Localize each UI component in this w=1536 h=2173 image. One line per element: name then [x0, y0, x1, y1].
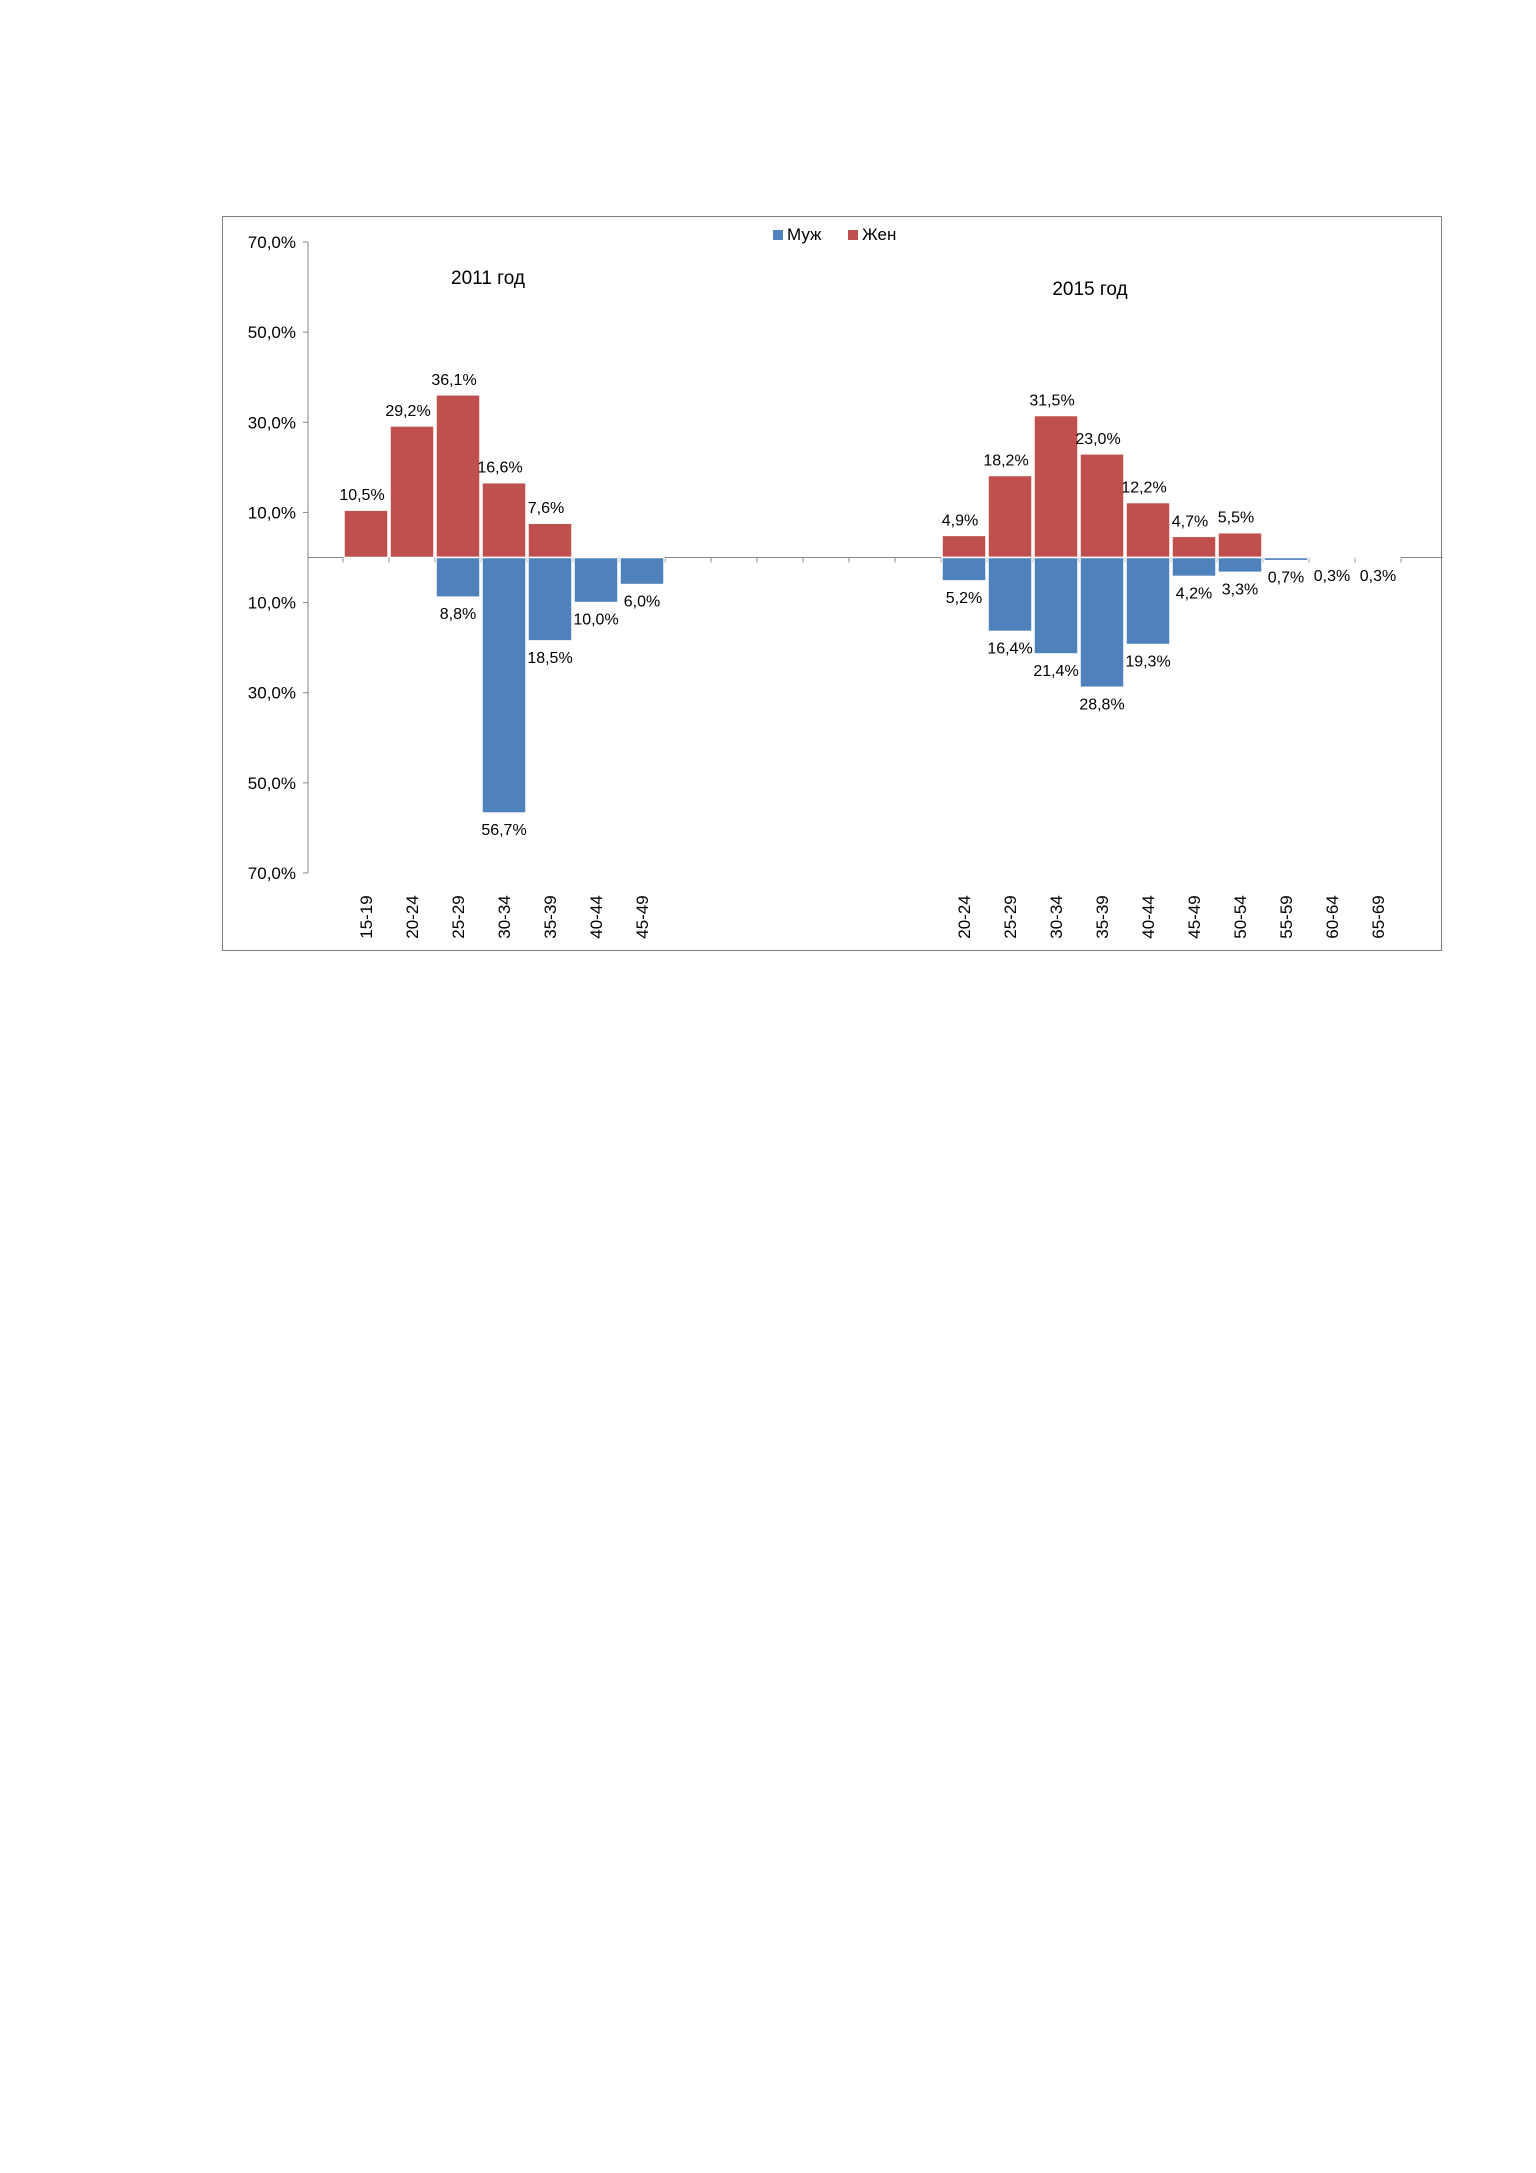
data-label-male: 8,8% [440, 606, 476, 623]
x-category-label: 15-19 [357, 895, 376, 938]
data-label-male: 3,3% [1222, 581, 1258, 598]
bar-male [619, 556, 665, 586]
x-category-label: 45-49 [1185, 895, 1204, 938]
legend-swatch-1 [773, 230, 783, 240]
x-category-label: 30-34 [495, 895, 514, 938]
data-label-female: 16,6% [477, 460, 522, 477]
bar-male [987, 556, 1033, 633]
data-label-male: 10,0% [573, 612, 618, 629]
data-label-male: 6,0% [624, 594, 660, 611]
y-tick-label: 70,0% [248, 864, 296, 883]
x-category-label: 25-29 [449, 895, 468, 938]
bar-male [573, 556, 619, 604]
x-category-label: 40-44 [1139, 895, 1158, 938]
y-tick-label: 50,0% [248, 323, 296, 342]
data-label-male: 19,3% [1125, 653, 1170, 670]
bar-female [527, 522, 573, 559]
legend-label: Жен [862, 225, 896, 244]
bar-male [435, 556, 481, 598]
y-tick-label: 70,0% [248, 233, 296, 252]
y-tick-label: 30,0% [248, 413, 296, 432]
bar-male [1125, 556, 1171, 646]
x-category-label: 60-64 [1323, 895, 1342, 938]
chart-frame: 70,0% 50,0% 30,0% 10,0% 10,0% 30,0% 50,0% 70,0%… [222, 216, 1443, 951]
data-label-female: 4,9% [942, 512, 978, 529]
bar-female [343, 509, 389, 559]
bar-male [1309, 556, 1355, 560]
bar-female [1125, 501, 1171, 559]
bar-male [527, 556, 573, 642]
y-tick-label: 30,0% [248, 684, 296, 703]
bar-female [1079, 453, 1125, 559]
data-label-female: 10,5% [339, 487, 384, 504]
data-label-male: 0,3% [1360, 568, 1396, 585]
legend-label: Муж [787, 225, 822, 244]
data-label-male: 21,4% [1033, 663, 1078, 680]
data-label-male: 16,4% [987, 640, 1032, 657]
bar-male [481, 556, 527, 814]
x-category-label: 55-59 [1277, 895, 1296, 938]
x-category-label: 30-34 [1047, 895, 1066, 938]
data-label-male: 5,2% [946, 590, 982, 607]
x-category-label: 65-69 [1369, 895, 1388, 938]
data-label-female: 4,7% [1172, 513, 1208, 530]
bar-male [1263, 556, 1309, 562]
legend-swatch-2 [848, 230, 858, 240]
x-category-label: 20-24 [955, 895, 974, 938]
data-label-male: 0,3% [1314, 568, 1350, 585]
bar-male [1033, 556, 1079, 655]
bar-female [481, 481, 527, 559]
y-tick-label: 50,0% [248, 774, 296, 793]
bar-female [987, 474, 1033, 559]
x-category-label: 40-44 [587, 895, 606, 938]
x-category-label: 50-54 [1231, 895, 1250, 938]
x-category-label: 20-24 [403, 895, 422, 938]
population-pyramid-chart: 70,0% 50,0% 30,0% 10,0% 10,0% 30,0% 50,0% 70,0%… [248, 225, 1443, 939]
bar-male [1079, 556, 1125, 689]
data-label-female: 5,5% [1218, 510, 1254, 527]
data-label-female: 18,2% [983, 452, 1028, 469]
bar-female [1171, 535, 1217, 559]
bar-female [941, 534, 987, 559]
bar-male [941, 556, 987, 582]
bar-male [1355, 556, 1401, 560]
panel-title: 2011 год [451, 268, 525, 289]
data-label-male: 18,5% [527, 650, 572, 667]
bar-female [435, 394, 481, 559]
data-label-female: 36,1% [431, 372, 476, 389]
x-category-label: 45-49 [633, 895, 652, 938]
data-label-female: 29,2% [385, 403, 430, 420]
y-tick-label: 10,0% [248, 503, 296, 522]
data-label-female: 7,6% [528, 500, 564, 517]
x-category-label: 35-39 [541, 895, 560, 938]
x-category-label: 35-39 [1093, 895, 1112, 938]
data-label-male: 4,2% [1176, 585, 1212, 602]
bar-female [1033, 414, 1079, 559]
bar-female [1217, 531, 1263, 559]
data-label-female: 31,5% [1029, 393, 1074, 410]
bar-female [389, 425, 435, 559]
bar-male [1217, 556, 1263, 574]
panel-title: 2015 год [1052, 279, 1127, 300]
bar-male [1171, 556, 1217, 578]
data-label-female: 23,0% [1075, 431, 1120, 448]
y-tick-label: 10,0% [248, 594, 296, 613]
data-label-male: 0,7% [1268, 570, 1304, 587]
x-category-label: 25-29 [1001, 895, 1020, 938]
data-label-male: 56,7% [481, 822, 526, 839]
data-label-female: 12,2% [1121, 480, 1166, 497]
data-label-male: 28,8% [1079, 696, 1124, 713]
